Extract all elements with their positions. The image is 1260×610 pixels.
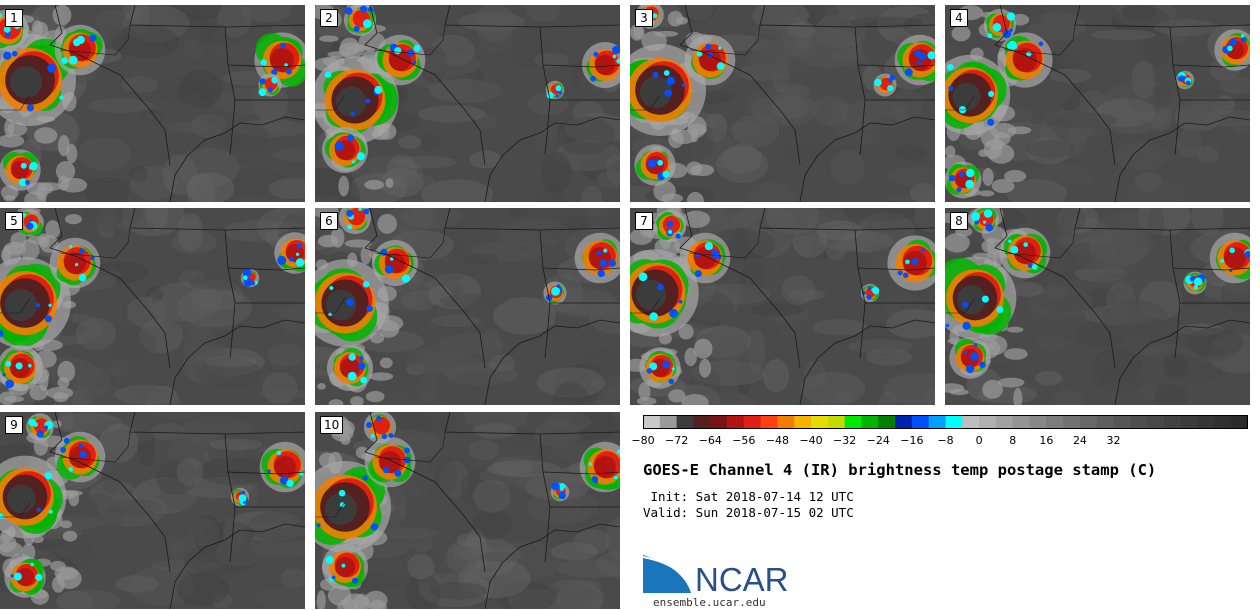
- map-panel-3: 3: [630, 5, 935, 202]
- colorbar-swatch: [1231, 415, 1248, 429]
- colorbar-swatch: [760, 415, 779, 429]
- colorbar-swatch: [1180, 415, 1199, 429]
- colorbar-swatch: [1012, 415, 1031, 429]
- colorbar-swatch: [995, 415, 1014, 429]
- colorbar-swatch: [861, 415, 879, 429]
- colorbar-swatch: [878, 415, 896, 429]
- colorbar-swatch: [1197, 415, 1215, 429]
- colorbar-swatch: [844, 415, 863, 429]
- satellite-map: [315, 5, 620, 202]
- map-panel-4: 4: [945, 5, 1250, 202]
- valid-time: Valid: Sun 2018-07-15 02 UTC: [643, 505, 854, 520]
- map-panel-1: 1: [0, 5, 305, 202]
- satellite-map: [0, 208, 305, 405]
- colorbar-tick-label: −16: [900, 434, 924, 447]
- colorbar-swatch: [928, 415, 947, 429]
- colorbar-tick-label: −40: [799, 434, 823, 447]
- colorbar-tick-label: −24: [866, 434, 890, 447]
- colorbar-swatch: [811, 415, 829, 429]
- colorbar-tick-label: −56: [732, 434, 756, 447]
- colorbar-swatch: [945, 415, 963, 429]
- page-title: GOES-E Channel 4 (IR) brightness temp po…: [643, 461, 1157, 479]
- map-panel-8: 8: [945, 208, 1250, 405]
- init-time: Init: Sat 2018-07-14 12 UTC: [643, 489, 854, 504]
- colorbar-swatch: [979, 415, 997, 429]
- satellite-map: [0, 412, 305, 609]
- colorbar-swatch: [1130, 415, 1148, 429]
- colorbar-swatch: [1113, 415, 1131, 429]
- colorbar-tick-label: −72: [665, 434, 689, 447]
- colorbar-swatch: [676, 415, 695, 429]
- colorbar-swatch: [1029, 415, 1047, 429]
- satellite-map: [630, 208, 935, 405]
- satellite-map: [0, 5, 305, 202]
- colorbar-swatch: [962, 415, 980, 429]
- map-panel-6: 6: [315, 208, 620, 405]
- colorbar-tick-label: −80: [631, 434, 655, 447]
- colorbar-swatch: [1096, 415, 1115, 429]
- colorbar-swatch: [643, 415, 661, 429]
- colorbar-swatch: [659, 415, 678, 429]
- satellite-map: [315, 208, 620, 405]
- colorbar-tick-label: 0: [975, 434, 983, 447]
- panel-label: 10: [320, 416, 344, 434]
- colorbar-swatch: [911, 415, 930, 429]
- colorbar-tick-label: −64: [698, 434, 722, 447]
- colorbar-swatch: [1214, 415, 1232, 429]
- colorbar-swatch: [693, 415, 711, 429]
- map-panel-9: 9: [0, 412, 305, 609]
- satellite-map: [945, 208, 1250, 405]
- panel-label: 8: [950, 212, 968, 230]
- colorbar-tick-label: 16: [1039, 434, 1054, 447]
- colorbar-tick-label: −32: [833, 434, 857, 447]
- colorbar-swatch: [895, 415, 913, 429]
- satellite-map: [945, 5, 1250, 202]
- satellite-map: [315, 412, 620, 609]
- colorbar-swatch: [827, 415, 846, 429]
- map-panel-2: 2: [315, 5, 620, 202]
- panel-label: 3: [635, 9, 653, 27]
- panel-label: 6: [320, 212, 338, 230]
- map-panel-5: 5: [0, 208, 305, 405]
- satellite-map: [630, 5, 935, 202]
- colorbar-swatch: [1079, 415, 1098, 429]
- colorbar-tick-label: −8: [937, 434, 954, 447]
- colorbar-tick-label: 8: [1009, 434, 1017, 447]
- site-url: ensemble.ucar.edu: [653, 596, 766, 609]
- panel-label: 4: [950, 9, 968, 27]
- panel-label: 7: [635, 212, 653, 230]
- colorbar-swatch: [777, 415, 795, 429]
- map-panel-10: 10: [315, 412, 620, 609]
- colorbar-swatch: [1046, 415, 1064, 429]
- colorbar: [643, 415, 1248, 429]
- logo-swoosh: [643, 555, 691, 593]
- colorbar-swatch: [1063, 415, 1081, 429]
- logo-text: NCAR: [695, 561, 789, 597]
- colorbar-swatch: [1163, 415, 1182, 429]
- map-panel-7: 7: [630, 208, 935, 405]
- colorbar-tick-label: 24: [1072, 434, 1087, 447]
- colorbar-swatch: [1147, 415, 1165, 429]
- panel-label: 9: [5, 416, 23, 434]
- panel-label: 2: [320, 9, 338, 27]
- colorbar-swatch: [727, 415, 745, 429]
- panel-label: 1: [5, 9, 23, 27]
- colorbar-swatch: [743, 415, 762, 429]
- panel-label: 5: [5, 212, 23, 230]
- colorbar-tick-label: 32: [1106, 434, 1121, 447]
- colorbar-tick-label: −48: [765, 434, 790, 447]
- ncar-logo: NCAR: [643, 555, 789, 597]
- colorbar-swatch: [794, 415, 812, 429]
- colorbar-swatch: [710, 415, 728, 429]
